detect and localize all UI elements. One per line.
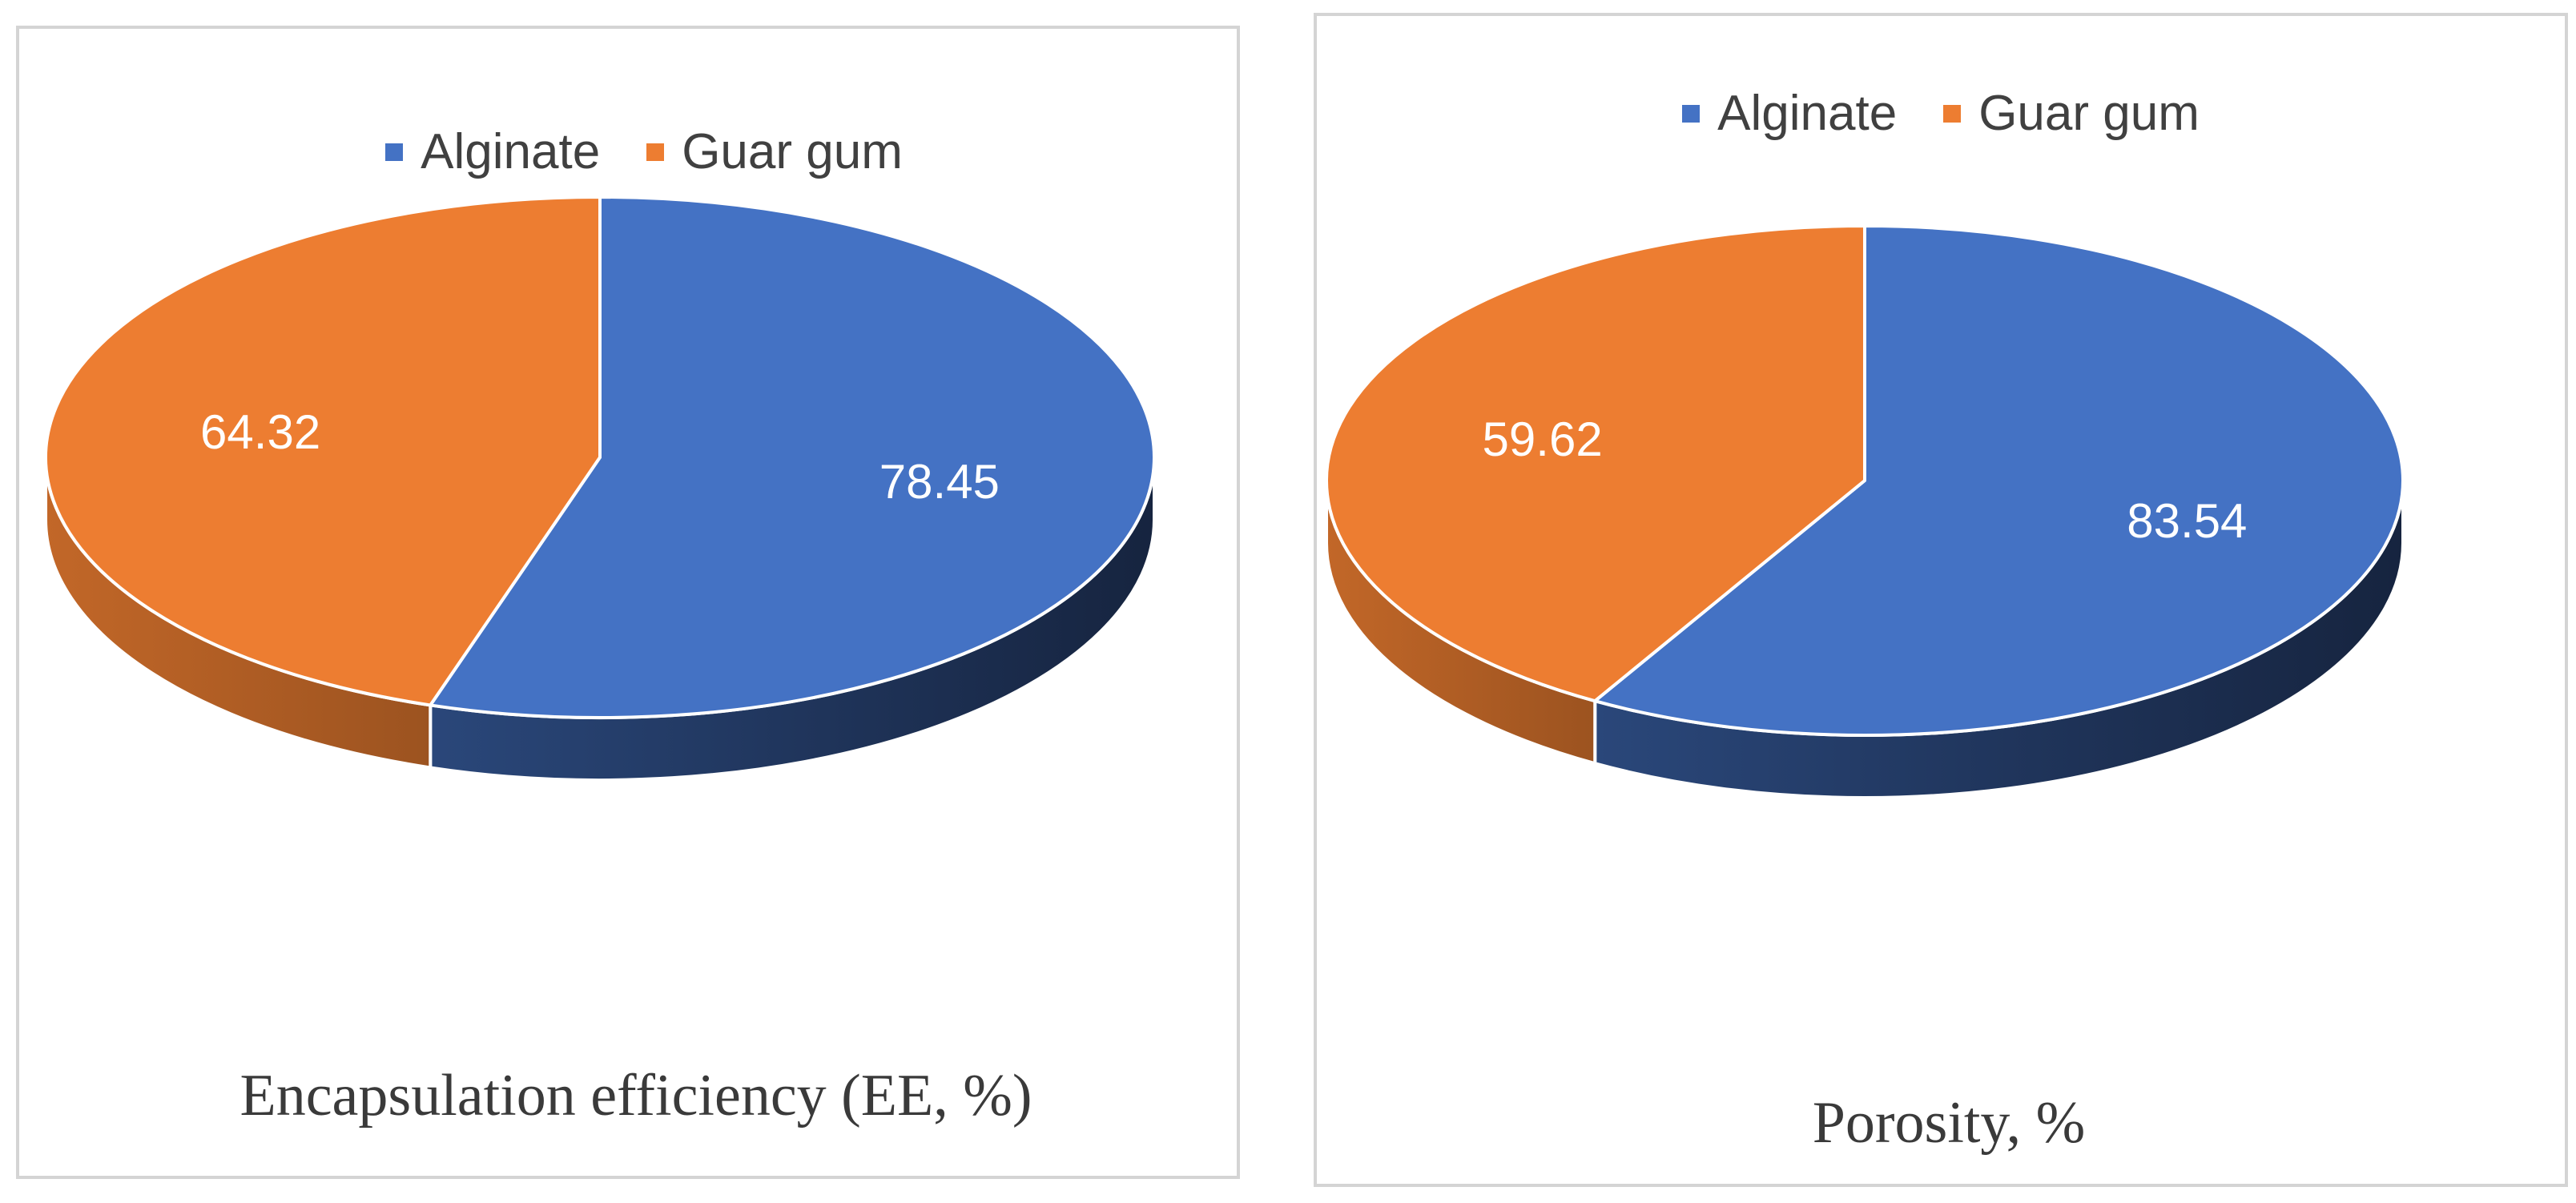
legend-swatch-guar-gum — [646, 143, 665, 161]
legend-entry-guar-gum: Guar gum — [1943, 85, 2200, 142]
pie-slice-guar-gum — [1325, 224, 1866, 703]
legend-label-guar-gum: Guar gum — [1978, 86, 2200, 141]
data-label-guar-gum: 64.32 — [200, 405, 320, 459]
pie-chart-panel-ee: 78.45 64.32 Alginate Guar gum Encapsulati… — [16, 26, 1240, 1179]
legend-swatch-guar-gum — [1943, 104, 1962, 123]
legend-swatch-alginate — [385, 143, 404, 161]
legend-entry-alginate: Alginate — [385, 123, 600, 180]
chart-legend: Alginate Guar gum — [19, 123, 1237, 180]
pie-chart-ee: 78.45 64.32 — [43, 195, 1156, 782]
legend-swatch-alginate — [1682, 104, 1701, 123]
pie-chart-panel-porosity: 83.54 59.62 Alginate Guar gum Porosity, % — [1314, 13, 2568, 1187]
data-label-guar-gum: 59.62 — [1483, 412, 1603, 466]
pie-top-faces — [1325, 224, 2405, 737]
legend-label-guar-gum: Guar gum — [682, 124, 903, 179]
pie-chart-porosity: 83.54 59.62 — [1325, 224, 2405, 799]
pie-top-faces — [43, 195, 1156, 719]
pie-slice-alginate — [1593, 224, 2405, 737]
pie-slice-guar-gum — [43, 195, 602, 707]
data-label-alginate: 78.45 — [879, 455, 1000, 509]
legend-label-alginate: Alginate — [1717, 86, 1898, 141]
legend-entry-alginate: Alginate — [1682, 85, 1897, 142]
data-label-alginate: 83.54 — [2127, 494, 2247, 548]
chart-caption: Encapsulation efficiency (EE, %) — [239, 1063, 1032, 1129]
chart-legend: Alginate Guar gum — [1317, 85, 2565, 142]
legend-label-alginate: Alginate — [421, 124, 601, 179]
legend-entry-guar-gum: Guar gum — [646, 123, 903, 180]
pie-slice-alginate — [429, 195, 1156, 719]
chart-caption: Porosity, % — [1812, 1090, 2086, 1156]
